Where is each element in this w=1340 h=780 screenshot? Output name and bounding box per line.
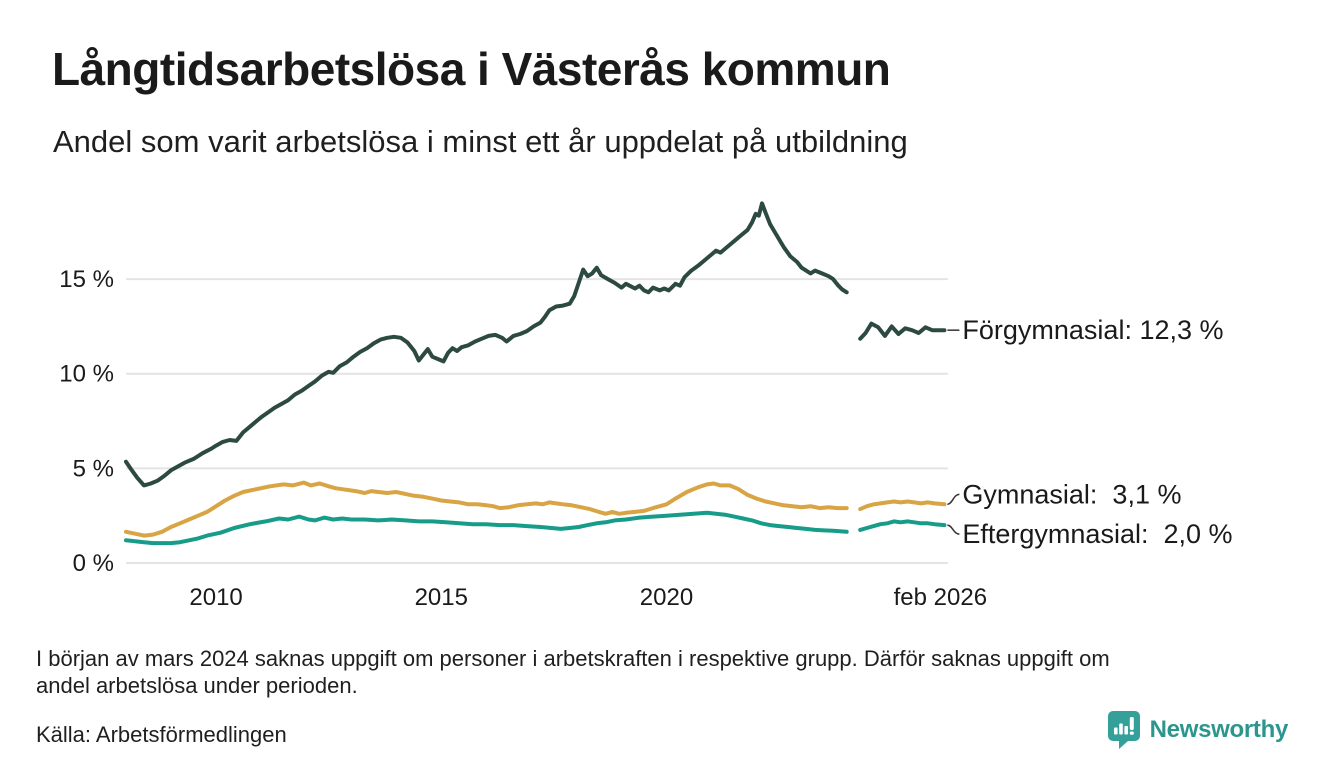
newsworthy-logo-icon	[1107, 711, 1140, 749]
series-label-eftergymnasial: Eftergymnasial: 2,0 %	[962, 519, 1232, 549]
line-eftergymnasial-segment-2	[858, 519, 947, 532]
line-gymnasial-segment-1	[124, 480, 849, 538]
line-forgymnasial-segment-1	[124, 201, 849, 488]
series-label-gymnasial: Gymnasial: 3,1 %	[962, 479, 1181, 509]
series-label-forgymnasial: Förgymnasial: 12,3 %	[962, 315, 1223, 345]
line-forgymnasial-segment-2	[858, 321, 947, 341]
brand-name: Newsworthy	[1149, 715, 1289, 743]
source-line: Källa: Arbetsförmedlingen	[36, 722, 287, 747]
y-tick-label-5: 5 %	[73, 455, 114, 482]
x-tick-label-2015: 2015	[415, 584, 468, 611]
footnote: I början av mars 2024 saknas uppgift om …	[36, 646, 1110, 698]
y-tick-label-15: 15 %	[59, 266, 114, 293]
logo-bars-icon	[1113, 717, 1134, 735]
y-tick-label-0: 0 %	[73, 550, 114, 577]
line-gymnasial-segment-2	[858, 499, 947, 512]
page-title: Långtidsarbetslösa i Västerås kommun	[52, 43, 891, 95]
label-connector-eftergymnasial	[947, 524, 960, 535]
y-tick-label-10: 10 %	[59, 361, 114, 388]
newsworthy-logo: Newsworthy	[1107, 710, 1288, 749]
line-eftergymnasial-segment-1	[124, 510, 849, 546]
label-connector-gymnasial	[947, 493, 960, 506]
page-subtitle: Andel som varit arbetslösa i minst ett å…	[53, 124, 908, 159]
x-tick-label-2020: 2020	[640, 584, 693, 611]
x-tick-label-feb-2026: feb 2026	[894, 584, 987, 611]
x-tick-label-2010: 2010	[189, 584, 242, 611]
logo-bubble	[1107, 711, 1140, 749]
